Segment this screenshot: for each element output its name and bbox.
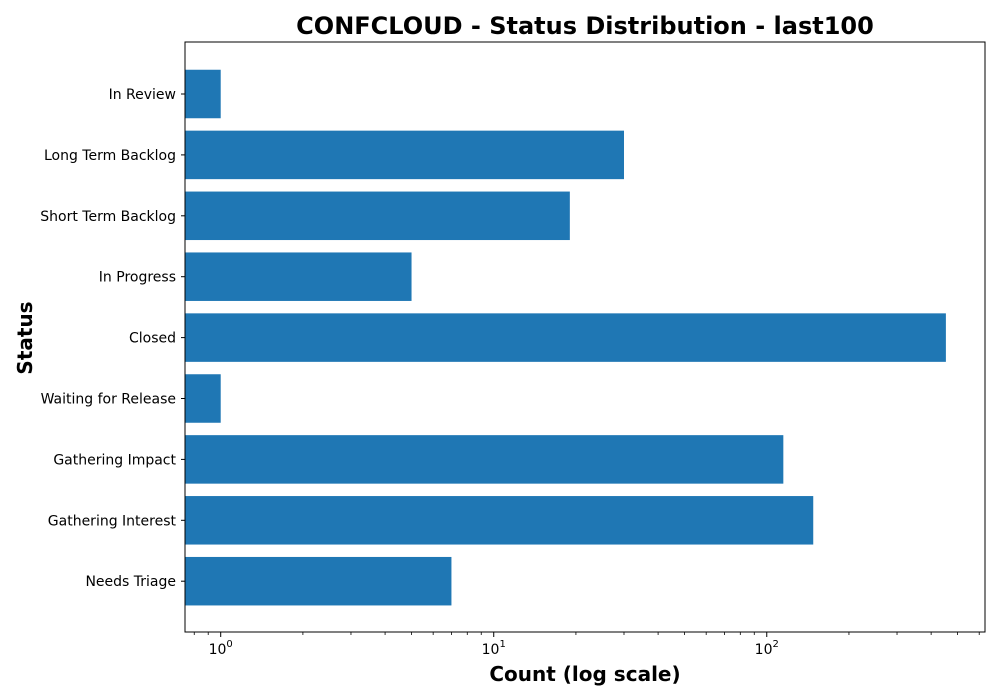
y-tick-label: In Review — [109, 87, 176, 103]
y-tick-label: Short Term Backlog — [40, 209, 176, 225]
x-axis-label: Count (log scale) — [489, 662, 680, 686]
bar-closed — [185, 313, 946, 362]
y-tick-label: Needs Triage — [85, 574, 176, 590]
x-tick-label: 102 — [755, 639, 779, 658]
y-ticks-group: In Review Long Term Backlog Short Term Bac… — [40, 87, 185, 590]
y-tick-label: Gathering Interest — [48, 513, 177, 529]
plot-frame — [184, 41, 986, 633]
y-tick-label: Gathering Impact — [53, 452, 176, 468]
bar-waiting-for-release — [185, 374, 221, 423]
y-tick-label: Waiting for Release — [41, 392, 176, 408]
x-ticks-group: 100 101 102 — [193, 632, 980, 658]
bar-gathering-impact — [185, 435, 784, 484]
bar-in-progress — [185, 252, 412, 301]
y-tick-label: In Progress — [99, 270, 176, 286]
y-tick-label: Long Term Backlog — [44, 148, 176, 164]
bars-group — [185, 69, 946, 606]
chart-title: CONFCLOUD - Status Distribution - last10… — [296, 12, 874, 40]
y-axis-label: Status — [13, 301, 37, 374]
bar-short-term-backlog — [185, 191, 570, 241]
x-tick-label: 100 — [209, 639, 233, 658]
bar-gathering-interest — [185, 496, 814, 545]
y-tick-label: Closed — [129, 331, 176, 347]
x-tick-label: 101 — [482, 639, 506, 658]
bar-needs-triage — [185, 556, 452, 606]
bar-long-term-backlog — [185, 130, 624, 180]
bar-in-review — [185, 69, 221, 119]
